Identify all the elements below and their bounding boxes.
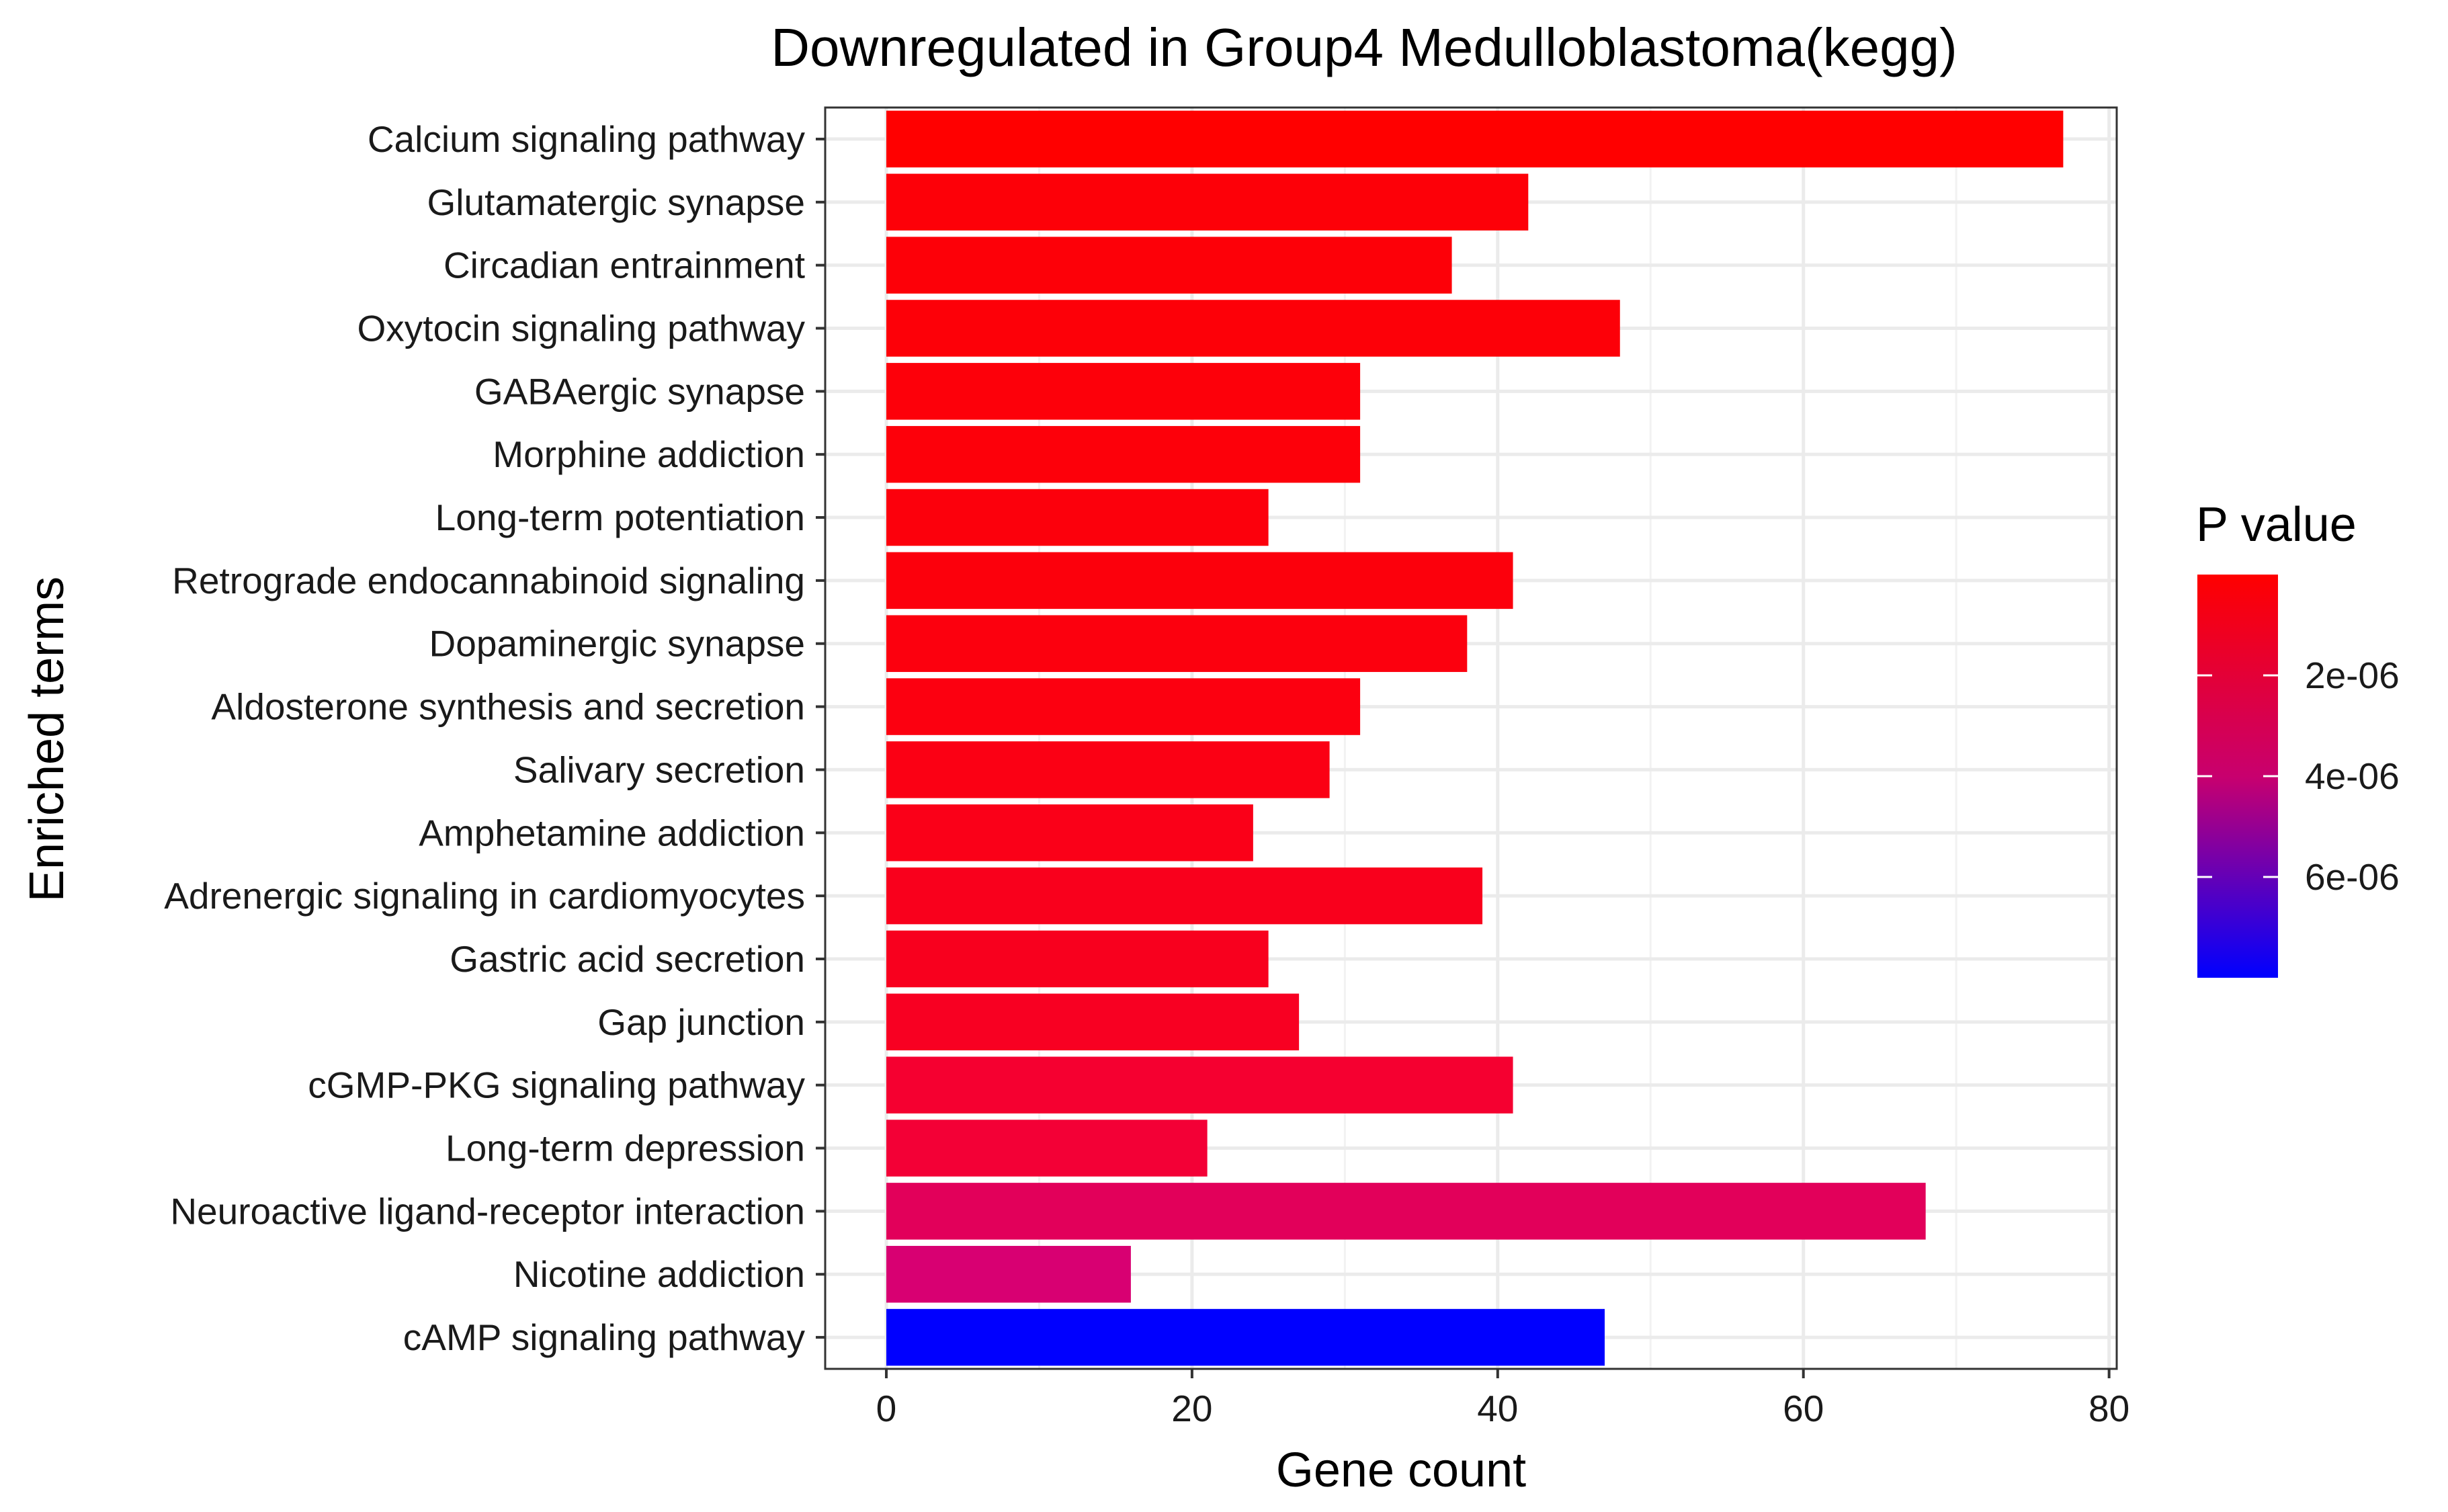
y-tick-label: Amphetamine addiction (419, 812, 805, 853)
bar (886, 615, 1468, 672)
bar (886, 425, 1361, 483)
x-tick-label: 0 (876, 1388, 897, 1429)
x-tick-label: 80 (2088, 1388, 2129, 1429)
y-tick-label: Morphine addiction (493, 433, 805, 475)
bar (886, 173, 1529, 231)
plot-border (824, 106, 2118, 1370)
colorbar-tick-label: 4e-06 (2305, 755, 2400, 797)
x-tick-labels: 0 20 40 60 80 (876, 1369, 2129, 1429)
y-tick-label: cAMP signaling pathway (403, 1316, 806, 1358)
bar (886, 678, 1361, 735)
colorbar-legend: P value 2e-06 4e-06 6e-06 (2196, 498, 2400, 978)
x-tick-label: 60 (1783, 1388, 1824, 1429)
plot-area (824, 106, 2118, 1370)
bar (886, 552, 1513, 610)
bar (886, 993, 1300, 1051)
bar (886, 1183, 1926, 1240)
y-tick-label: Gap junction (597, 1001, 805, 1043)
y-tick-label: Adrenergic signaling in cardiomyocytes (164, 875, 805, 917)
bar (886, 300, 1620, 357)
y-tick-label: Neuroactive ligand-receptor interaction (170, 1190, 805, 1232)
x-tick-label: 20 (1171, 1388, 1212, 1429)
bar (886, 867, 1483, 925)
y-tick-label: Retrograde endocannabinoid signaling (172, 560, 805, 601)
bar (886, 489, 1269, 546)
y-tick-label: Gastric acid secretion (450, 938, 805, 980)
y-tick-label: Salivary secretion (513, 749, 805, 790)
bar (886, 930, 1269, 988)
x-tick-label: 40 (1477, 1388, 1518, 1429)
colorbar-ticks: 2e-06 4e-06 6e-06 (2197, 655, 2400, 898)
y-tick-label: Aldosterone synthesis and secretion (211, 686, 805, 728)
x-axis-title: Gene count (1276, 1443, 1526, 1497)
chart-title: Downregulated in Group4 Medulloblastoma(… (771, 17, 1957, 77)
colorbar-tick-label: 6e-06 (2305, 856, 2400, 898)
y-tick-label: Long-term potentiation (435, 497, 805, 538)
y-axis-title: Enriched terms (20, 577, 74, 902)
bar (886, 1120, 1208, 1177)
bar (886, 804, 1253, 862)
bar (886, 237, 1452, 294)
colorbar-tick-label: 2e-06 (2305, 655, 2400, 696)
bar (886, 1308, 1605, 1366)
y-tick-label: Circadian entrainment (444, 245, 805, 286)
y-tick-label: Nicotine addiction (513, 1253, 805, 1295)
y-tick-label: cGMP-PKG signaling pathway (308, 1064, 805, 1106)
y-tick-label: Long-term depression (446, 1128, 805, 1169)
y-tick-labels: Calcium signaling pathway Glutamatergic s… (164, 118, 825, 1358)
bar (886, 1056, 1513, 1114)
plot-background (825, 108, 2117, 1369)
bar (886, 110, 2064, 168)
y-tick-label: Dopaminergic synapse (429, 623, 805, 665)
y-tick-label: Oxytocin signaling pathway (357, 307, 806, 349)
bar (886, 363, 1361, 420)
y-tick-label: Calcium signaling pathway (368, 118, 806, 160)
y-tick-label: GABAergic synapse (474, 370, 805, 412)
bar (886, 1245, 1131, 1303)
bar (886, 741, 1330, 798)
colorbar-title: P value (2196, 498, 2357, 552)
y-tick-label: Glutamatergic synapse (427, 181, 806, 223)
